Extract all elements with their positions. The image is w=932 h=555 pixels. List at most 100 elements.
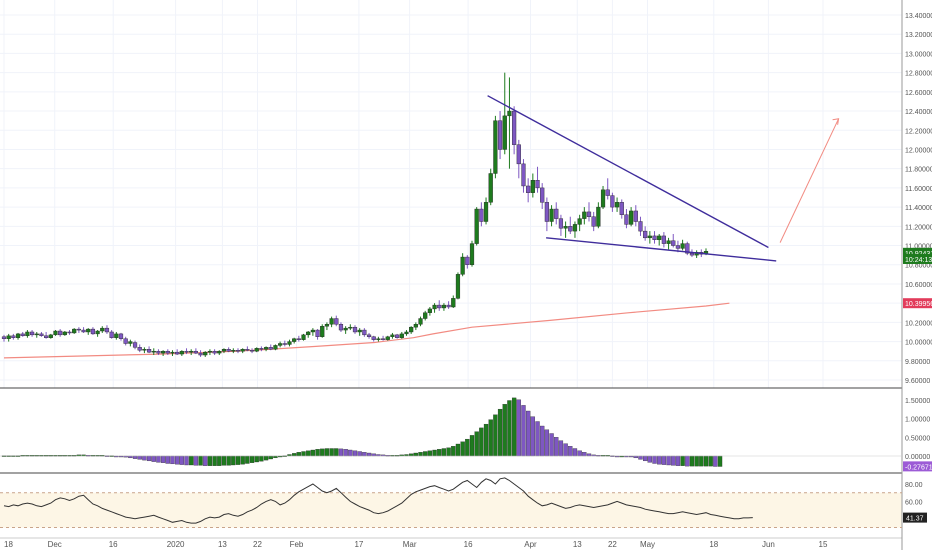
candle-body <box>170 351 175 354</box>
price-tick-label: 13.00000 <box>905 51 932 58</box>
upper-trendline[interactable] <box>487 95 769 249</box>
macd-bar <box>362 452 367 457</box>
candle-body <box>675 245 681 249</box>
macd-bar <box>582 452 587 457</box>
candle-body <box>526 185 531 193</box>
macd-bar <box>423 451 428 457</box>
candle-body <box>278 343 283 346</box>
candle-body <box>596 206 601 227</box>
macd-bar <box>179 455 184 465</box>
candle-body <box>413 324 418 328</box>
candle-body <box>81 329 86 333</box>
macd-bar <box>418 452 423 457</box>
time-tick-label: May <box>640 540 655 549</box>
macd-bar <box>638 455 643 460</box>
candle-body <box>320 326 325 337</box>
candle-body <box>179 350 184 355</box>
candle-body <box>395 334 400 338</box>
candle-body <box>572 224 578 232</box>
candle-body <box>614 202 620 208</box>
candle-body <box>610 195 615 208</box>
candle-body <box>198 352 203 356</box>
candle-body <box>512 110 517 145</box>
macd-bar <box>479 427 484 457</box>
macd-bar <box>497 408 503 457</box>
price-tick-label: 10.20000 <box>905 320 932 327</box>
macd-bar <box>572 448 578 457</box>
macd-bar <box>263 455 269 461</box>
macd-bar <box>502 404 507 457</box>
macd-bar <box>146 455 152 462</box>
macd-bar <box>563 443 568 457</box>
candle-body <box>263 347 269 350</box>
macd-bar <box>254 455 259 463</box>
candle-body <box>156 350 161 354</box>
macd-bar <box>310 449 316 457</box>
candle-body <box>226 349 231 352</box>
price-tick-label: 10.80000 <box>905 263 932 270</box>
macd-bar <box>652 455 657 464</box>
candle-body <box>535 180 540 189</box>
candle-body <box>605 189 610 196</box>
macd-bar <box>292 453 297 457</box>
candle-body <box>455 274 461 299</box>
candle-body <box>86 328 91 333</box>
macd-bar <box>451 446 456 457</box>
candle-body <box>67 331 72 334</box>
candle-body <box>427 308 432 313</box>
time-tick-label: 22 <box>253 540 262 549</box>
candle-body <box>600 189 606 208</box>
candle-body <box>474 208 479 244</box>
macd-bar <box>142 455 147 461</box>
projection-arrow-line[interactable] <box>779 118 840 243</box>
macd-bar <box>699 455 704 467</box>
macd-bar <box>128 455 133 459</box>
price-tick-label: 9.60000 <box>905 378 930 385</box>
macd-label-box <box>903 461 932 472</box>
candle-body <box>329 318 334 325</box>
candle-body <box>72 328 77 334</box>
candle-body <box>423 312 428 319</box>
macd-bar <box>657 455 662 465</box>
macd-bar <box>212 455 217 466</box>
candle-body <box>629 210 634 225</box>
macd-bar <box>549 433 554 457</box>
price-tick-label: 13.40000 <box>905 13 932 20</box>
candle-body <box>357 329 362 333</box>
candle-body <box>371 336 376 340</box>
candle-body <box>530 180 535 193</box>
time-tick-label: 16 <box>464 540 473 549</box>
macd-bar <box>245 455 250 464</box>
price-tick-label: 11.40000 <box>905 205 932 212</box>
macd-bar <box>511 397 517 457</box>
candle-body <box>193 350 198 354</box>
candle-body <box>128 341 133 344</box>
candle-body <box>240 349 245 352</box>
candle-body <box>48 334 53 338</box>
candle-body <box>306 331 311 336</box>
candle-body <box>132 342 138 348</box>
candle-body <box>254 348 259 352</box>
candle-body <box>380 338 386 340</box>
time-tick-label: Dec <box>48 540 62 549</box>
projection-arrow-head[interactable] <box>832 118 840 125</box>
price-label-box <box>903 247 932 258</box>
candle-body <box>652 235 657 240</box>
candle-body <box>544 202 549 222</box>
macd-bar <box>137 455 142 460</box>
time-tick-label: 18 <box>709 540 718 549</box>
candle-body <box>175 351 180 355</box>
candle-body <box>497 120 503 150</box>
candle-body <box>563 226 568 229</box>
macd-bar <box>175 455 180 465</box>
candle-body <box>488 173 493 203</box>
candle-body <box>362 329 367 336</box>
candle-body <box>315 329 320 337</box>
macd-bar <box>315 449 320 457</box>
macd-bar <box>633 455 638 459</box>
candle-body <box>100 327 105 332</box>
lower-trendline[interactable] <box>546 237 777 262</box>
macd-bar <box>306 450 311 457</box>
